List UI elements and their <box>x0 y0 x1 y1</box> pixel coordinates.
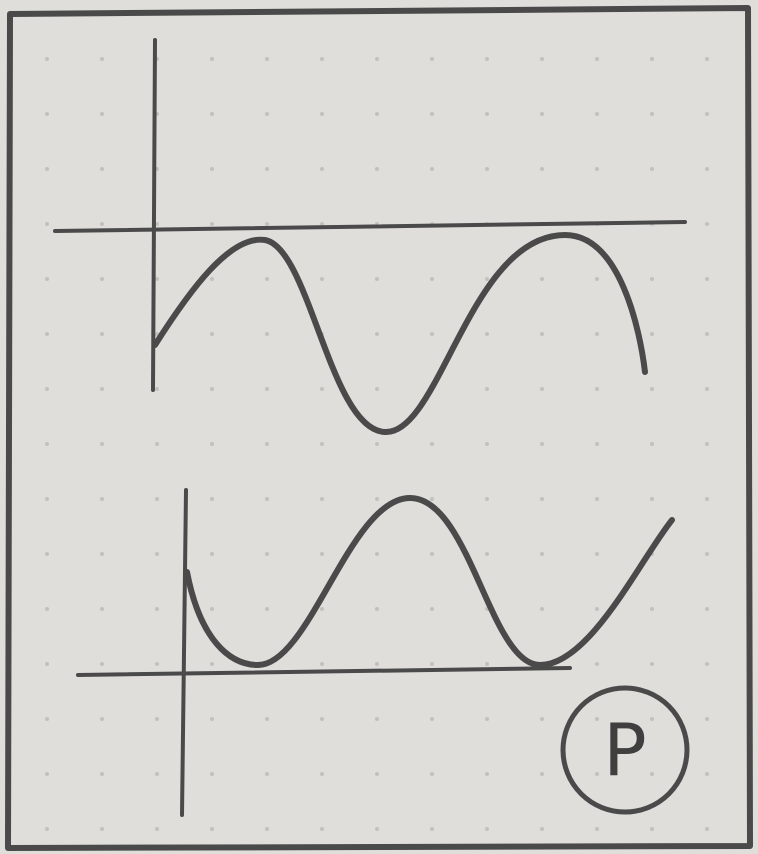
wave <box>152 232 648 436</box>
bottom-graph <box>76 488 675 817</box>
x-axis <box>53 220 687 233</box>
badge-letter: P <box>603 708 646 792</box>
badge-circle <box>560 685 690 815</box>
x-axis <box>76 666 572 677</box>
top-graph <box>53 38 687 436</box>
y-axis <box>151 38 157 392</box>
p-badge: P <box>560 685 690 815</box>
y-axis <box>180 488 188 817</box>
wave <box>184 495 675 668</box>
frame <box>5 5 753 851</box>
